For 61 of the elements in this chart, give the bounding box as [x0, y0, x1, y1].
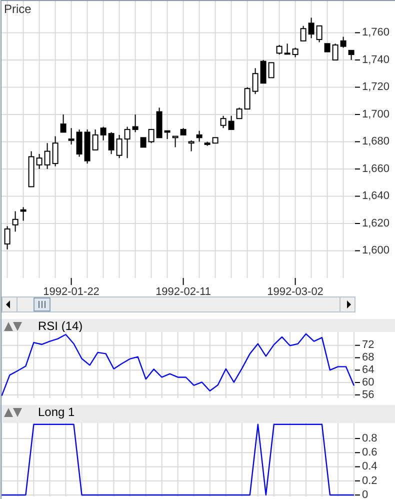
- candlestick: [260, 59, 266, 84]
- candlestick: [60, 114, 66, 133]
- candlestick: [36, 153, 42, 170]
- candlestick: [348, 50, 354, 60]
- candlestick: [52, 136, 58, 167]
- candlestick: [124, 126, 130, 159]
- candlestick: [276, 44, 282, 56]
- chart-title: RSI (14): [38, 319, 83, 333]
- candlestick: [300, 25, 306, 42]
- candlestick: [196, 130, 202, 142]
- y-tick-label: 0.2: [362, 474, 378, 487]
- candlestick: [148, 128, 154, 144]
- y-tick-label: 60: [362, 376, 374, 388]
- candlestick: [332, 43, 338, 60]
- candlestick: [292, 47, 298, 58]
- x-tick-label: 1992-01-22: [43, 286, 100, 298]
- candlestick: [12, 210, 18, 232]
- candlestick: [108, 132, 114, 154]
- x-tick-label: 1992-02-11: [156, 286, 212, 298]
- y-tick-label: 1,700: [362, 108, 390, 120]
- candlestick: [4, 226, 10, 250]
- y-tick-label: 0.8: [362, 432, 378, 444]
- candlestick: [236, 107, 242, 120]
- y-tick-label: 1,600: [362, 244, 390, 257]
- y-tick-label: 1,620: [362, 217, 390, 230]
- x-tick-label: 1992-03-02: [267, 286, 324, 298]
- candlestick: [172, 136, 178, 148]
- candlestick: [92, 128, 98, 150]
- candlestick: [228, 115, 234, 130]
- candlestick: [132, 114, 138, 133]
- candlestick: [220, 115, 226, 129]
- candlestick: [68, 128, 74, 145]
- y-tick-label: 0: [362, 488, 368, 499]
- y-tick-label: 56: [362, 388, 374, 401]
- candlestick: [140, 137, 146, 148]
- y-tick-label: 0.6: [362, 446, 378, 459]
- candlestick: [244, 86, 250, 110]
- y-tick-label: 68: [362, 352, 374, 364]
- y-tick-label: 1,720: [362, 81, 390, 94]
- y-tick-label: 0.4: [362, 460, 378, 473]
- candlestick: [76, 128, 82, 158]
- y-tick-label: 64: [362, 364, 374, 376]
- y-tick-label: 72: [362, 339, 374, 352]
- line-series: [1, 333, 355, 396]
- y-tick-label: 1,640: [362, 190, 390, 202]
- candlestick: [20, 206, 26, 222]
- candlestick: [100, 126, 106, 141]
- y-tick-label: 1,740: [362, 54, 390, 66]
- y-tick-label: 1,680: [362, 136, 390, 148]
- y-tick-label: 1,760: [362, 26, 390, 39]
- candlestick: [44, 142, 50, 170]
- candlestick: [340, 36, 346, 48]
- chart-title: Price: [4, 2, 32, 16]
- candlestick: [252, 68, 258, 95]
- chart-title: Long 1: [38, 405, 76, 419]
- candlestick: [188, 140, 194, 152]
- candlestick: [316, 25, 322, 43]
- y-tick-label: 1,660: [362, 162, 390, 175]
- candlestick: [308, 17, 314, 39]
- candlestick: [116, 134, 122, 159]
- candlestick: [268, 62, 274, 78]
